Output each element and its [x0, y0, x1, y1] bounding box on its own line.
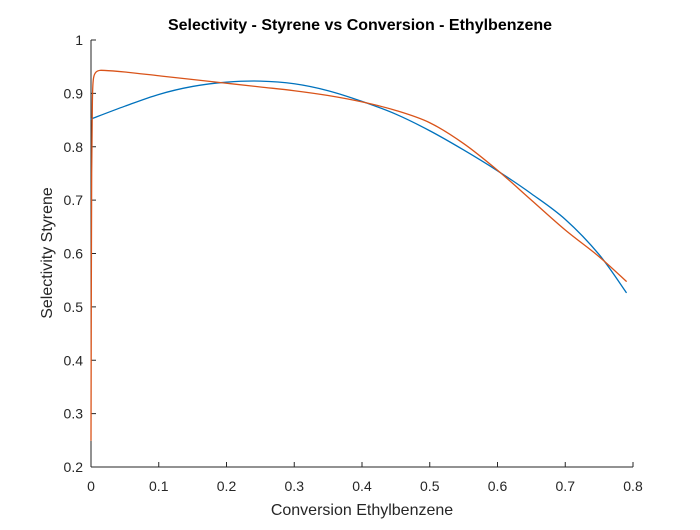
- y-tick-label: 0.3: [64, 406, 84, 422]
- chart-title: Selectivity - Styrene vs Conversion - Et…: [168, 17, 552, 34]
- y-tick-label: 0.6: [64, 246, 84, 262]
- x-axis-label: Conversion Ethylbenzene: [271, 502, 453, 519]
- y-tick-label: 0.4: [64, 352, 84, 368]
- x-tick-label: 0: [87, 478, 95, 494]
- x-tick-label: 0.6: [488, 478, 508, 494]
- y-tick-label: 1: [75, 32, 83, 48]
- x-tick-label: 0.8: [623, 478, 643, 494]
- y-tick-label: 0.8: [64, 139, 84, 155]
- x-tick-label: 0.7: [556, 478, 576, 494]
- y-tick-label: 0.5: [64, 299, 84, 315]
- plot-lines: [90, 69, 627, 441]
- y-tick-label: 0.9: [64, 85, 84, 101]
- x-tick-label: 0.3: [285, 478, 305, 494]
- y-tick-label: 0.2: [64, 459, 84, 475]
- axes: 0 0.1 0.2 0.3 0.4 0.5 0.6 0.7 0.8 0.2 0.3 0.4 0.5 0.6…: [64, 32, 643, 494]
- x-tick-label: 0.2: [217, 478, 237, 494]
- x-tick-label: 0.4: [352, 478, 372, 494]
- x-tick-label: 0.1: [149, 478, 169, 494]
- x-tick-label: 0.5: [420, 478, 440, 494]
- y-axis-label: Selectivity Styrene: [39, 187, 56, 319]
- series-line-2: [90, 69, 627, 441]
- y-tick-label: 0.7: [64, 192, 84, 208]
